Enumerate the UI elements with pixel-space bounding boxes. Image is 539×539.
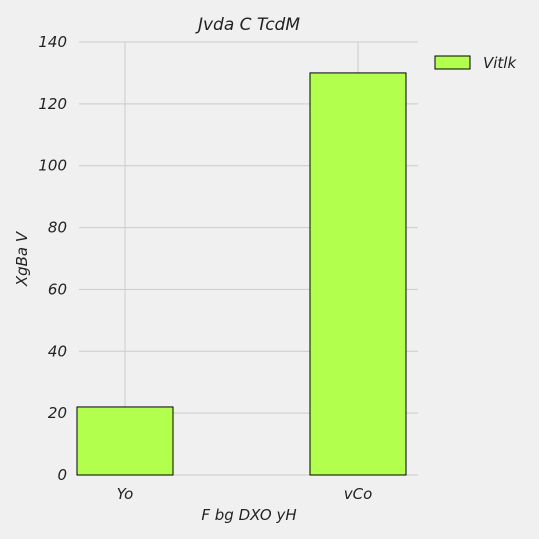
y-axis-label: XgBa V [13, 230, 31, 287]
y-tick-label: 0 [57, 466, 67, 484]
y-tick-label: 100 [38, 157, 67, 175]
y-tick-label: 80 [48, 219, 67, 237]
y-tick-label: 140 [38, 33, 67, 51]
y-tick-label: 40 [48, 342, 67, 360]
chart-title: Jvda C TcdM [195, 15, 300, 35]
bar-vCo [309, 72, 407, 476]
legend: Vitlk [434, 54, 517, 72]
y-tick-label: 60 [48, 280, 67, 298]
x-tick-labels: Yo vCo [117, 485, 373, 503]
bar-Yo [76, 406, 174, 476]
bars [76, 72, 407, 476]
legend-label: Vitlk [483, 54, 517, 72]
legend-swatch [434, 55, 471, 70]
y-tick-label: 20 [48, 404, 67, 422]
x-tick-label: vCo [344, 485, 373, 503]
x-tick-label: Yo [117, 485, 134, 503]
y-tick-labels: 0 20 40 60 80 100 120 140 [38, 33, 67, 484]
y-tick-label: 120 [38, 95, 67, 113]
x-axis-label: F bg DXO yH [201, 506, 296, 524]
